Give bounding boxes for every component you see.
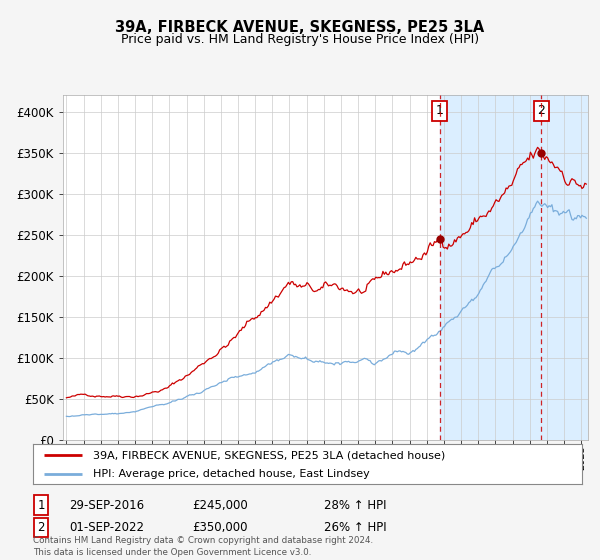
Text: 1: 1 (436, 104, 443, 117)
Text: Contains HM Land Registry data © Crown copyright and database right 2024.
This d: Contains HM Land Registry data © Crown c… (33, 536, 373, 557)
Text: 1: 1 (37, 498, 45, 512)
Text: £350,000: £350,000 (192, 521, 248, 534)
Text: 26% ↑ HPI: 26% ↑ HPI (324, 521, 386, 534)
Text: 39A, FIRBECK AVENUE, SKEGNESS, PE25 3LA: 39A, FIRBECK AVENUE, SKEGNESS, PE25 3LA (115, 21, 485, 35)
Text: 39A, FIRBECK AVENUE, SKEGNESS, PE25 3LA (detached house): 39A, FIRBECK AVENUE, SKEGNESS, PE25 3LA … (94, 450, 446, 460)
Text: 01-SEP-2022: 01-SEP-2022 (69, 521, 144, 534)
Text: 2: 2 (37, 521, 45, 534)
Text: 28% ↑ HPI: 28% ↑ HPI (324, 498, 386, 512)
Text: HPI: Average price, detached house, East Lindsey: HPI: Average price, detached house, East… (94, 469, 370, 479)
Text: 2: 2 (537, 104, 545, 117)
Text: 29-SEP-2016: 29-SEP-2016 (69, 498, 144, 512)
Bar (440, 95, 595, 440)
Text: Price paid vs. HM Land Registry's House Price Index (HPI): Price paid vs. HM Land Registry's House … (121, 32, 479, 46)
Text: £245,000: £245,000 (192, 498, 248, 512)
